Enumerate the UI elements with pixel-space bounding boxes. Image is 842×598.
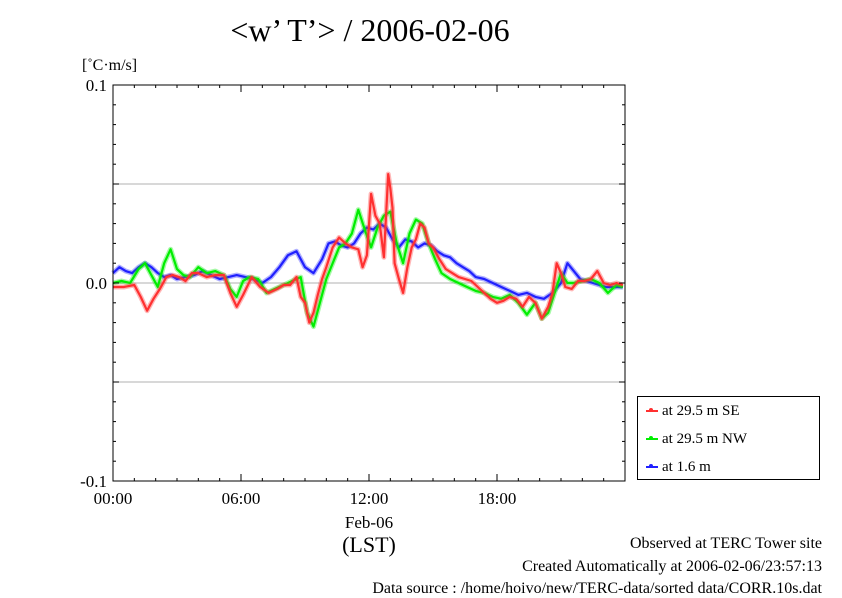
footer-observed: Observed at TERC Tower site (629, 535, 822, 552)
legend-label-1-6m: at 1.6 m (662, 458, 711, 475)
x-axis-date-label: Feb-06 (345, 513, 393, 532)
legend-item-1-6m: at 1.6 m (646, 457, 711, 477)
legend-label-nw: at 29.5 m NW (662, 430, 747, 447)
legend-swatch-nw (646, 436, 658, 440)
xtick-label: 00:00 (94, 489, 133, 508)
ytick-label: 0.1 (86, 76, 107, 95)
grid (113, 183, 625, 383)
footer-source: Data source : /home/hoivo/new/TERC-data/… (372, 580, 822, 597)
xtick-label: 12:00 (350, 489, 389, 508)
series-layer (111, 171, 624, 330)
legend-swatch-1-6m (646, 464, 658, 468)
y-axis-label: [˚C·m/s] (82, 57, 137, 74)
ytick-label: 0.0 (86, 274, 107, 293)
footer-created: Created Automatically at 2006-02-06/23:5… (522, 558, 822, 575)
legend: at 29.5 m SE at 29.5 m NW at 1.6 m (637, 396, 820, 480)
legend-item-se: at 29.5 m SE (646, 401, 740, 421)
xtick-label: 18:00 (478, 489, 517, 508)
legend-swatch-se (646, 408, 658, 412)
series-se-line (113, 173, 624, 324)
axes: -0.1 0.0 0.1 00:00 06:00 12:00 18:00 [˚C·m/s] Fe… (80, 57, 626, 557)
chart-title: <w’ T’> / 2006-02-06 (230, 12, 510, 48)
legend-item-nw: at 29.5 m NW (646, 429, 747, 449)
ytick-label: -0.1 (80, 472, 107, 491)
legend-label-se: at 29.5 m SE (662, 402, 740, 419)
xtick-label: 06:00 (222, 489, 261, 508)
x-axis-unit-label: (LST) (342, 532, 396, 557)
